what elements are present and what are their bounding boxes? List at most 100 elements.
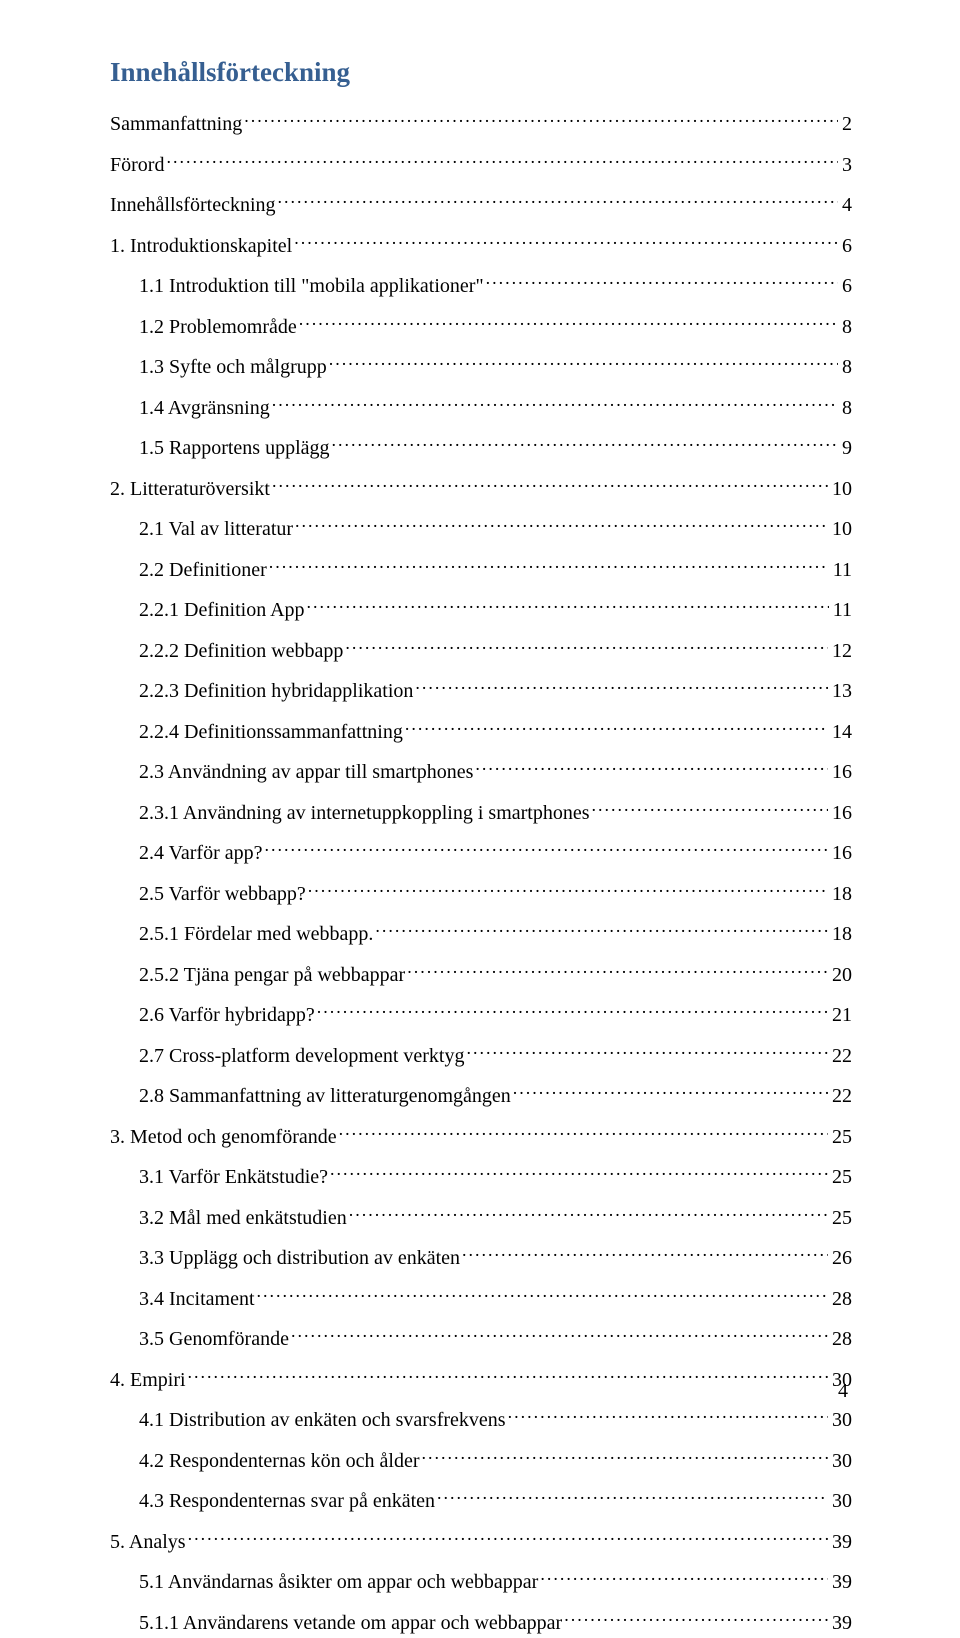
toc-entry-page: 25: [830, 1122, 852, 1152]
toc-entry-page: 16: [830, 757, 852, 787]
toc-entry-label: 1.1 Introduktion till "mobila applikatio…: [139, 271, 484, 301]
toc-entry-label: 3. Metod och genomförande: [110, 1122, 337, 1152]
toc-entry-label: 2.5 Varför webbapp?: [139, 879, 306, 909]
toc-entry-label: 3.3 Upplägg och distribution av enkäten: [139, 1243, 460, 1273]
toc-entry-page: 26: [830, 1243, 852, 1273]
toc-entry-label: 1.5 Rapportens upplägg: [139, 433, 330, 463]
toc-entry-page: 22: [830, 1041, 852, 1071]
toc-leader-dots: [308, 876, 828, 900]
toc-entry-page: 11: [831, 555, 852, 585]
toc-entry-label: 4.2 Respondenternas kön och ålder: [139, 1446, 419, 1476]
toc-entry: 1.2 Problemområde 8: [139, 309, 852, 342]
toc-leader-dots: [513, 1078, 828, 1102]
toc-entry: Innehållsförteckning 4: [110, 187, 852, 220]
toc-leader-dots: [475, 754, 828, 778]
toc-entry-label: Sammanfattning: [110, 109, 242, 139]
toc-entry-page: 18: [830, 919, 852, 949]
toc-entry-label: 4. Empiri: [110, 1365, 186, 1395]
toc-entry-label: 2.5.2 Tjäna pengar på webbappar: [139, 960, 405, 990]
toc-entry-label: 2.1 Val av litteratur: [139, 514, 293, 544]
toc-entry-page: 22: [830, 1081, 852, 1111]
toc-entry: 5.1 Användarnas åsikter om appar och web…: [139, 1564, 852, 1597]
toc-entry: 2.2.3 Definition hybridapplikation 13: [139, 673, 852, 706]
toc-entry-page: 8: [840, 312, 852, 342]
toc-entry-label: 1.3 Syfte och målgrupp: [139, 352, 327, 382]
toc-entry: 2.3.1 Användning av internetuppkoppling …: [139, 795, 852, 828]
toc-entry: 3.1 Varför Enkätstudie?25: [139, 1159, 852, 1192]
toc-leader-dots: [295, 511, 828, 535]
toc-entry-label: 2.4 Varför app?: [139, 838, 262, 868]
toc-leader-dots: [564, 1605, 828, 1629]
toc-entry: 3.5 Genomförande28: [139, 1321, 852, 1354]
toc-leader-dots: [467, 1038, 829, 1062]
toc-entry: 1.1 Introduktion till "mobila applikatio…: [139, 268, 852, 301]
toc-entry: 2.4 Varför app? 16: [139, 835, 852, 868]
toc-entry: 4.2 Respondenternas kön och ålder30: [139, 1443, 852, 1476]
toc-entry: 5.1.1 Användarens vetande om appar och w…: [139, 1605, 852, 1638]
toc-entry-page: 3: [840, 150, 852, 180]
toc-leader-dots: [329, 349, 838, 373]
toc-entry: 3.2 Mål med enkätstudien25: [139, 1200, 852, 1233]
toc-entry-page: 12: [830, 636, 852, 666]
toc-leader-dots: [421, 1443, 828, 1467]
toc-entry-label: 1.2 Problemområde: [139, 312, 297, 342]
toc-entry-page: 10: [830, 474, 852, 504]
toc-leader-dots: [188, 1524, 828, 1548]
toc-list: Sammanfattning 2 Förord 3 Innehållsförteck…: [110, 106, 852, 1638]
toc-leader-dots: [264, 835, 828, 859]
toc-entry-page: 16: [830, 838, 852, 868]
toc-leader-dots: [405, 714, 828, 738]
toc-leader-dots: [486, 268, 838, 292]
toc-leader-dots: [257, 1281, 828, 1305]
toc-leader-dots: [272, 390, 838, 414]
toc-entry: 2.2.1 Definition App 11: [139, 592, 852, 625]
toc-leader-dots: [345, 633, 828, 657]
toc-entry: 2.5 Varför webbapp?18: [139, 876, 852, 909]
toc-entry-label: 2.2.4 Definitionssammanfattning: [139, 717, 403, 747]
toc-entry-label: 2.5.1 Fördelar med webbapp.: [139, 919, 373, 949]
toc-entry: 2.1 Val av litteratur10: [139, 511, 852, 544]
toc-entry: 3. Metod och genomförande 25: [110, 1119, 852, 1152]
toc-entry: 4.1 Distribution av enkäten och svarsfre…: [139, 1402, 852, 1435]
toc-leader-dots: [166, 147, 838, 171]
toc-entry-label: 2.2.1 Definition App: [139, 595, 305, 625]
page-number: 4: [838, 1380, 848, 1403]
toc-entry-page: 6: [840, 271, 852, 301]
toc-entry: 2.2 Definitioner 11: [139, 552, 852, 585]
toc-entry-label: 2. Litteraturöversikt: [110, 474, 270, 504]
toc-leader-dots: [508, 1402, 828, 1426]
toc-entry-page: 13: [830, 676, 852, 706]
toc-entry: Sammanfattning 2: [110, 106, 852, 139]
toc-entry-label: 4.3 Respondenternas svar på enkäten: [139, 1486, 435, 1516]
toc-entry-label: 2.2 Definitioner: [139, 555, 267, 585]
toc-entry-page: 8: [840, 352, 852, 382]
toc-entry-label: 3.1 Varför Enkätstudie?: [139, 1162, 328, 1192]
toc-leader-dots: [272, 471, 828, 495]
toc-entry: 2.7 Cross-platform development verktyg22: [139, 1038, 852, 1071]
toc-entry-label: 2.6 Varför hybridapp?: [139, 1000, 315, 1030]
toc-entry-page: 30: [830, 1486, 852, 1516]
toc-entry: 2.8 Sammanfattning av litteraturgenomgån…: [139, 1078, 852, 1111]
toc-entry-label: 5.1.1 Användarens vetande om appar och w…: [139, 1608, 562, 1638]
toc-title: Innehållsförteckning: [110, 57, 852, 88]
toc-leader-dots: [307, 592, 829, 616]
toc-entry-page: 39: [830, 1567, 852, 1597]
toc-entry-page: 28: [830, 1284, 852, 1314]
toc-leader-dots: [540, 1564, 828, 1588]
toc-entry: 4.3 Respondenternas svar på enkäten 30: [139, 1483, 852, 1516]
toc-leader-dots: [462, 1240, 828, 1264]
toc-entry: 5. Analys 39: [110, 1524, 852, 1557]
toc-leader-dots: [330, 1159, 828, 1183]
toc-leader-dots: [294, 228, 838, 252]
toc-entry-page: 2: [840, 109, 852, 139]
toc-entry-page: 8: [840, 393, 852, 423]
toc-entry-label: Förord: [110, 150, 164, 180]
toc-leader-dots: [278, 187, 839, 211]
toc-leader-dots: [269, 552, 829, 576]
toc-entry-page: 6: [840, 231, 852, 261]
toc-entry-page: 30: [830, 1405, 852, 1435]
toc-entry-label: 1. Introduktionskapitel: [110, 231, 292, 261]
toc-entry-label: 2.3.1 Användning av internetuppkoppling …: [139, 798, 590, 828]
toc-entry-page: 11: [831, 595, 852, 625]
toc-leader-dots: [244, 106, 838, 130]
